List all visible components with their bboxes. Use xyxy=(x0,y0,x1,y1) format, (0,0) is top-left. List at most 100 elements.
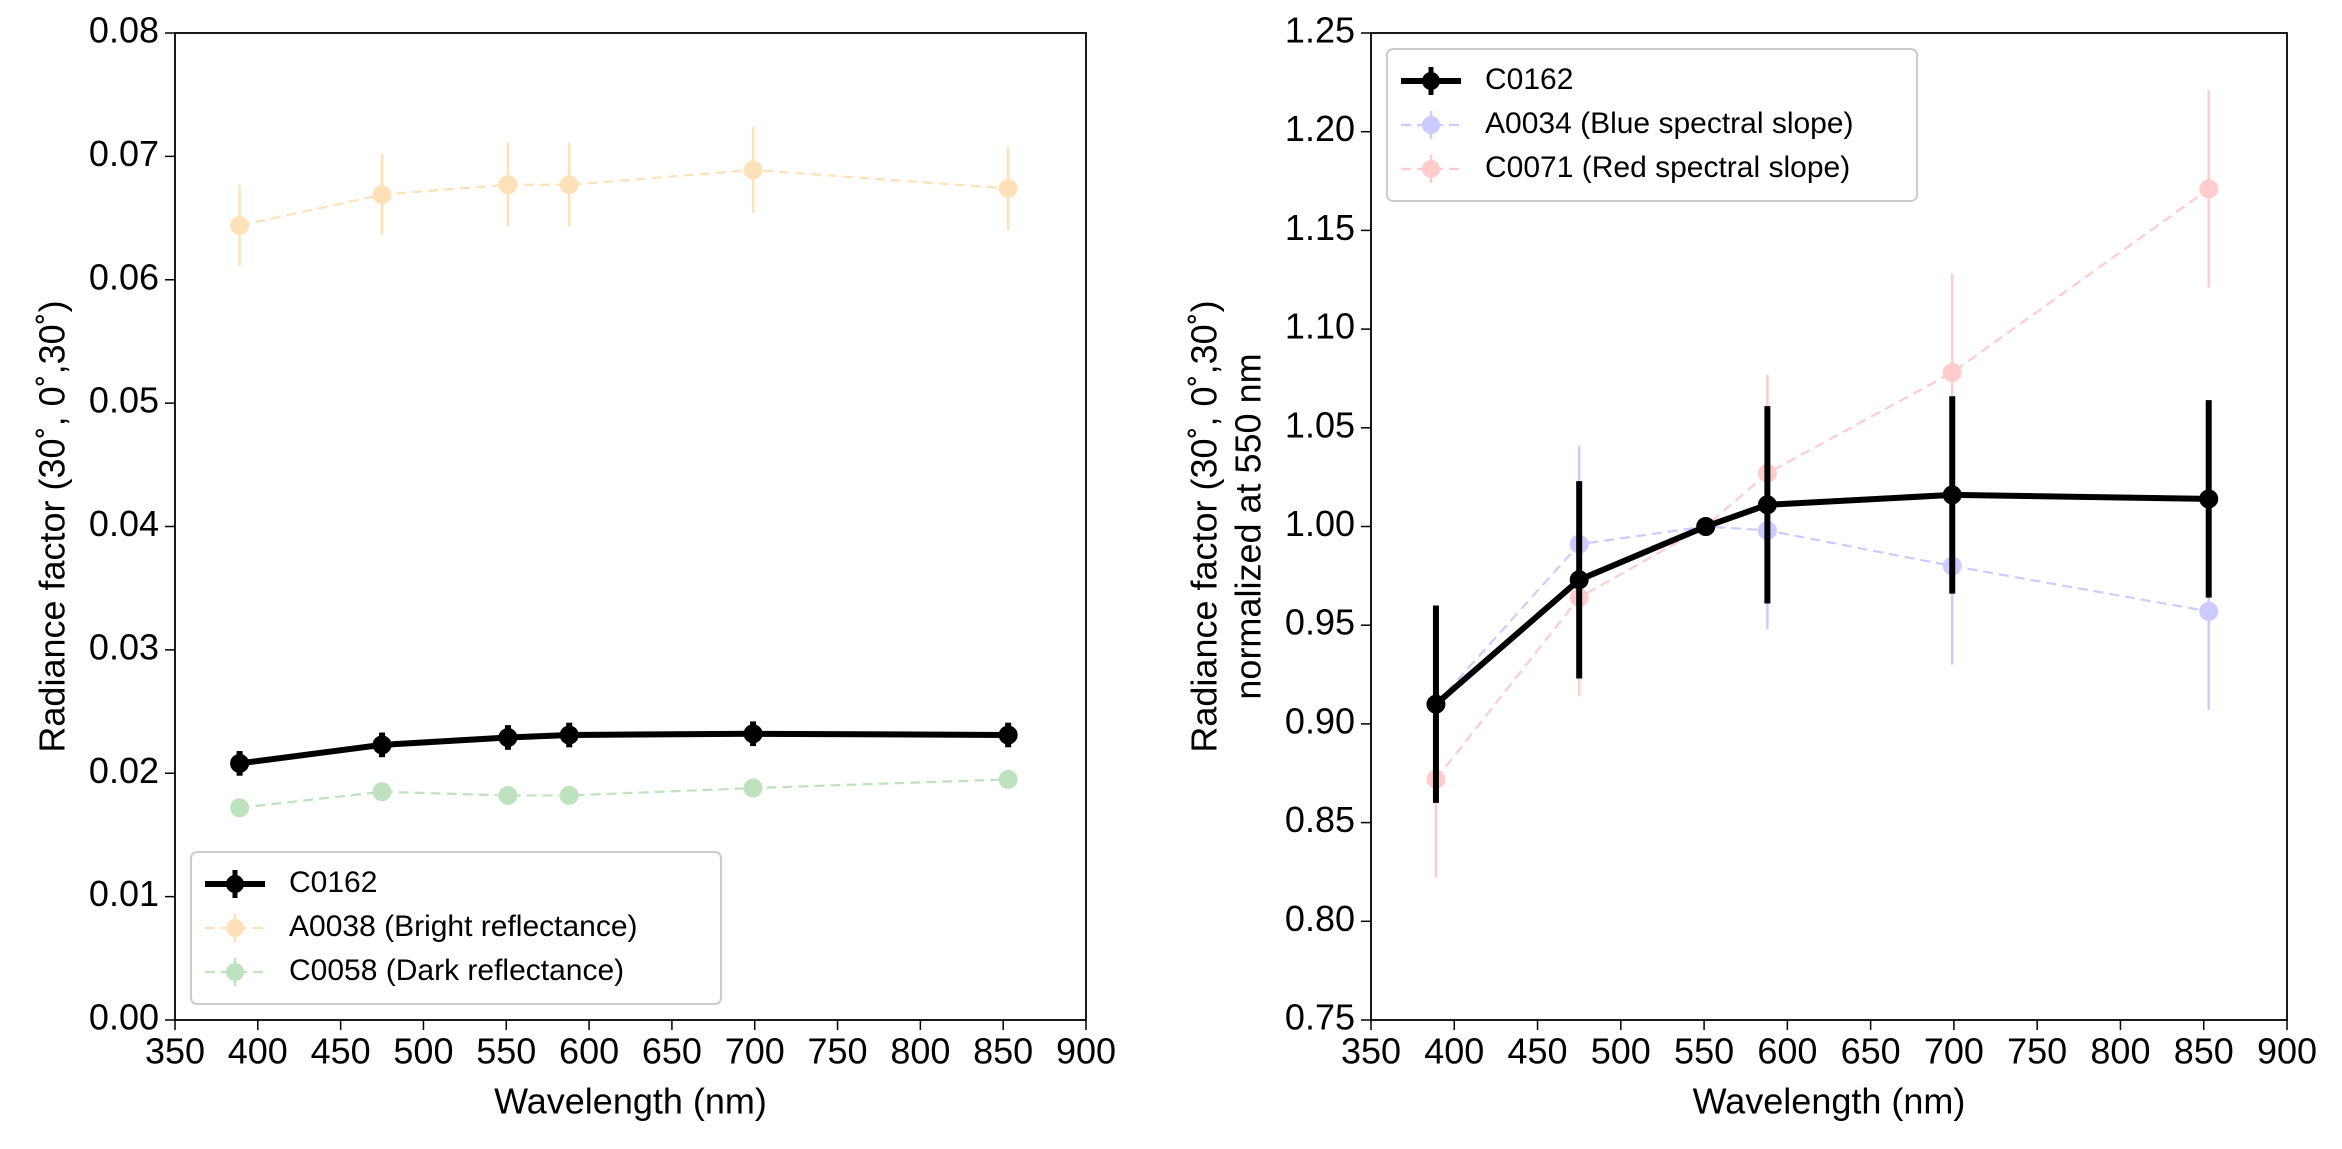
y-tick-label: 0.00 xyxy=(89,997,159,1038)
legend-label: C0162 xyxy=(289,866,377,899)
x-tick-label: 750 xyxy=(808,1031,868,1072)
x-tick-label: 400 xyxy=(1424,1031,1484,1072)
x-tick-label: 850 xyxy=(973,1031,1033,1072)
y-tick-label: 1.05 xyxy=(1285,404,1355,445)
y-tick-label: 1.10 xyxy=(1285,306,1355,347)
legend-frame xyxy=(190,851,722,1005)
data-point xyxy=(1942,363,1962,383)
y-tick-label: 1.15 xyxy=(1285,207,1355,248)
data-point xyxy=(498,175,518,195)
x-tick-label: 900 xyxy=(1056,1031,1116,1072)
data-point xyxy=(743,160,763,180)
legend: C0162 A0034 (Blue spectral slope) C0071 (R… xyxy=(1386,48,1918,202)
data-point xyxy=(2199,489,2219,509)
x-tick-label: 550 xyxy=(476,1031,536,1072)
x-tick-label: 800 xyxy=(2090,1031,2150,1072)
y-axis-label: Radiance factor (30˚, 0˚,30˚) xyxy=(32,300,73,752)
legend-marker xyxy=(226,875,244,893)
y-tick-label: 0.03 xyxy=(89,626,159,667)
data-point xyxy=(230,798,250,818)
legend-entry xyxy=(1401,67,1461,95)
data-point xyxy=(1569,570,1589,590)
series-line xyxy=(239,168,1009,227)
x-tick-label: 750 xyxy=(2007,1031,2067,1072)
chart-panel: 350 400 450 500 550 600 650 700 750 800 850 900 0.75… xyxy=(1184,10,2318,1122)
x-tick-label: 450 xyxy=(1508,1031,1568,1072)
data-point xyxy=(498,727,518,747)
legend-entry xyxy=(205,914,265,942)
x-tick-label: 450 xyxy=(311,1031,371,1072)
data-point xyxy=(559,785,579,805)
legend: C0162 A0038 (Bright reflectance) C0058 (Da… xyxy=(190,851,722,1005)
series-line xyxy=(239,730,1009,767)
legend-frame xyxy=(1386,48,1918,202)
x-tick-label: 900 xyxy=(2257,1031,2317,1072)
y-tick-label: 0.06 xyxy=(89,256,159,297)
legend-entry xyxy=(1401,111,1461,139)
y-tick-label: 0.04 xyxy=(89,503,159,544)
legend-label: C0071 (Red spectral slope) xyxy=(1485,151,1850,184)
legend-label: C0162 xyxy=(1485,63,1573,96)
series xyxy=(1426,90,2219,878)
series xyxy=(230,769,1018,818)
y-tick-label: 1.20 xyxy=(1285,108,1355,149)
x-tick-label: 700 xyxy=(1924,1031,1984,1072)
x-tick-label: 650 xyxy=(1841,1031,1901,1072)
plot-frame xyxy=(1370,32,2288,1021)
data-point xyxy=(372,735,392,755)
x-tick-label: 600 xyxy=(559,1031,619,1072)
data-point xyxy=(559,725,579,745)
x-axis-label: Wavelength (nm) xyxy=(1693,1081,1966,1122)
data-point xyxy=(1757,495,1777,515)
legend-marker xyxy=(226,919,244,937)
legend-label: A0034 (Blue spectral slope) xyxy=(1485,107,1854,140)
x-tick-label: 500 xyxy=(393,1031,453,1072)
y-tick-label: 0.90 xyxy=(1285,700,1355,741)
series xyxy=(1426,396,2219,803)
legend-entry xyxy=(1401,155,1461,183)
chart-panel: 350 400 450 500 550 600 650 700 750 800 850 900 0.00… xyxy=(32,10,1117,1122)
legend-marker xyxy=(1422,72,1440,90)
y-tick-label: 0.07 xyxy=(89,133,159,174)
data-point xyxy=(559,175,579,195)
data-point xyxy=(372,185,392,205)
data-point xyxy=(498,785,518,805)
y-tick-label: 0.01 xyxy=(89,873,159,914)
x-tick-label: 700 xyxy=(725,1031,785,1072)
legend-marker xyxy=(1422,116,1440,134)
series xyxy=(230,126,1018,267)
data-point xyxy=(1426,694,1446,714)
legend-entry xyxy=(205,958,265,986)
x-axis-label: Wavelength (nm) xyxy=(494,1081,767,1122)
series-line xyxy=(239,778,1009,809)
data-point xyxy=(372,782,392,802)
y-axis-label: normalized at 550 nm xyxy=(1228,353,1269,699)
data-point xyxy=(230,753,250,773)
x-tick-label: 800 xyxy=(890,1031,950,1072)
series-line xyxy=(1433,491,2209,707)
data-point xyxy=(998,769,1018,789)
y-tick-label: 1.25 xyxy=(1285,10,1355,51)
y-tick-label: 0.80 xyxy=(1285,898,1355,939)
y-tick-label: 0.75 xyxy=(1285,997,1355,1038)
y-tick-label: 0.95 xyxy=(1285,602,1355,643)
legend-marker xyxy=(1422,160,1440,178)
data-point xyxy=(230,215,250,235)
legend-marker xyxy=(226,963,244,981)
series xyxy=(230,721,1018,776)
legend-label: A0038 (Bright reflectance) xyxy=(289,910,638,943)
x-tick-label: 650 xyxy=(642,1031,702,1072)
legend-entry xyxy=(205,870,265,898)
data-point xyxy=(998,178,1018,198)
y-axis-label: Radiance factor (30˚, 0˚,30˚) xyxy=(1184,300,1225,752)
y-tick-label: 0.08 xyxy=(89,10,159,51)
x-tick-label: 600 xyxy=(1757,1031,1817,1072)
data-point xyxy=(2199,179,2219,199)
x-tick-label: 550 xyxy=(1674,1031,1734,1072)
data-point xyxy=(2199,601,2219,621)
y-tick-label: 0.85 xyxy=(1285,799,1355,840)
y-tick-label: 1.00 xyxy=(1285,503,1355,544)
x-tick-label: 350 xyxy=(145,1031,205,1072)
data-point xyxy=(743,724,763,744)
